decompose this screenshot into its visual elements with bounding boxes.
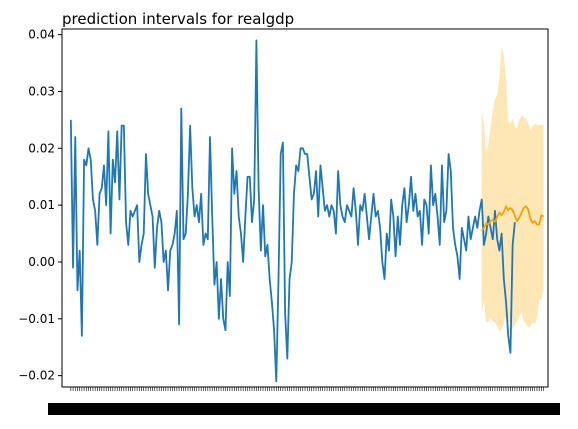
y-tick-label: 0.03 bbox=[28, 85, 55, 99]
prediction-interval-band bbox=[481, 46, 544, 332]
chart-title: prediction intervals for realgdp bbox=[62, 10, 294, 28]
y-tick-label: 0.04 bbox=[28, 28, 55, 42]
realgdp-forecast-line bbox=[481, 205, 544, 232]
y-tick-label: 0.01 bbox=[28, 198, 55, 212]
y-tick-label: −0.02 bbox=[18, 369, 55, 383]
axes-frame bbox=[61, 28, 549, 388]
y-tick-label: 0.02 bbox=[28, 141, 55, 155]
x-axis bbox=[48, 387, 560, 415]
y-tick-label: 0.00 bbox=[28, 255, 55, 269]
plot-area bbox=[69, 39, 544, 383]
x-tick-labels-overlap bbox=[48, 403, 560, 415]
y-tick-label: −0.01 bbox=[18, 312, 55, 326]
realgdp-history-line bbox=[69, 39, 516, 383]
y-axis: −0.02 −0.01 0.00 0.01 0.02 0.03 0.04 bbox=[18, 28, 62, 383]
